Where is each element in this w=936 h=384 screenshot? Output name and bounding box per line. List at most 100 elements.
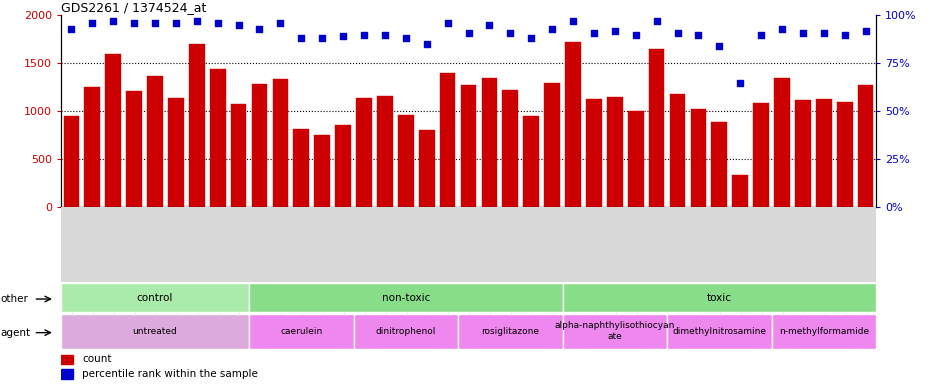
Point [335, 33, 350, 40]
Point [64, 26, 79, 32]
Bar [753, 103, 768, 207]
Point [837, 31, 852, 38]
Bar [84, 88, 100, 207]
Point [815, 30, 830, 36]
Bar [189, 44, 204, 207]
Bar [856, 86, 872, 207]
Point [795, 30, 810, 36]
Text: caerulein: caerulein [280, 327, 322, 336]
Bar [544, 83, 560, 207]
Point [314, 35, 329, 41]
Text: non-toxic: non-toxic [381, 293, 430, 303]
Bar [64, 116, 80, 207]
Bar [585, 99, 601, 207]
Point [753, 31, 768, 38]
Bar [335, 125, 351, 207]
Point [168, 20, 183, 26]
Bar [376, 96, 392, 207]
Bar [249, 314, 353, 349]
Point [649, 18, 664, 24]
Bar [666, 314, 770, 349]
Bar [648, 49, 664, 207]
Bar [353, 314, 458, 349]
Point [711, 43, 726, 49]
Text: toxic: toxic [706, 293, 731, 303]
Text: other: other [0, 294, 28, 304]
Bar [210, 69, 226, 207]
Point [607, 28, 622, 34]
Point [857, 28, 872, 34]
Point [503, 30, 518, 36]
Bar [272, 79, 288, 207]
Bar [562, 314, 666, 349]
Bar [564, 42, 580, 207]
Bar [732, 175, 747, 207]
Text: agent: agent [0, 328, 30, 338]
Text: alpha-naphthylisothiocyan
ate: alpha-naphthylisothiocyan ate [554, 321, 674, 341]
Text: dimethylnitrosamine: dimethylnitrosamine [672, 327, 766, 336]
Bar [398, 115, 413, 207]
Point [586, 30, 601, 36]
Point [440, 20, 455, 26]
Bar [61, 314, 249, 349]
Point [565, 18, 580, 24]
Point [126, 20, 141, 26]
Text: percentile rank within the sample: percentile rank within the sample [82, 369, 257, 379]
Point [210, 20, 225, 26]
Text: control: control [137, 293, 173, 303]
Bar [502, 90, 518, 207]
Bar [836, 102, 852, 207]
Text: GDS2261 / 1374524_at: GDS2261 / 1374524_at [61, 1, 206, 14]
Point [690, 31, 705, 38]
Bar [105, 54, 121, 207]
Point [231, 22, 246, 28]
Bar [61, 355, 73, 364]
Point [732, 79, 747, 86]
Bar [461, 86, 475, 207]
Point [418, 41, 433, 47]
Bar [314, 136, 329, 207]
Point [106, 18, 121, 24]
Bar [773, 78, 789, 207]
Text: n-methylformamide: n-methylformamide [778, 327, 868, 336]
Point [398, 35, 413, 41]
Bar [252, 84, 267, 207]
Point [481, 22, 496, 28]
Bar [770, 314, 875, 349]
Point [189, 18, 204, 24]
Point [544, 26, 559, 32]
Point [272, 20, 287, 26]
Bar [61, 283, 249, 312]
Text: rosiglitazone: rosiglitazone [481, 327, 539, 336]
Point [461, 30, 475, 36]
Bar [481, 78, 497, 207]
Bar [710, 122, 726, 207]
Point [294, 35, 309, 41]
Point [84, 20, 99, 26]
Bar [562, 283, 875, 312]
Text: untreated: untreated [133, 327, 177, 336]
Bar [795, 100, 810, 207]
Point [252, 26, 267, 32]
Bar [607, 97, 622, 207]
Bar [249, 283, 562, 312]
Bar [356, 98, 372, 207]
Point [774, 26, 789, 32]
Text: dinitrophenol: dinitrophenol [375, 327, 435, 336]
Bar [439, 73, 455, 207]
Point [147, 20, 162, 26]
Bar [669, 94, 684, 207]
Point [356, 31, 371, 38]
Text: count: count [82, 354, 111, 364]
Point [669, 30, 684, 36]
Point [627, 31, 642, 38]
Bar [126, 91, 141, 207]
Bar [815, 99, 831, 207]
Bar [627, 111, 643, 207]
Point [377, 31, 392, 38]
Bar [458, 314, 562, 349]
Bar [523, 116, 538, 207]
Bar [230, 104, 246, 207]
Bar [61, 369, 73, 379]
Bar [147, 76, 163, 207]
